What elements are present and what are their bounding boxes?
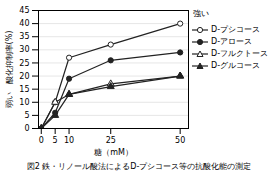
svg-text:強い: 強い — [193, 9, 209, 18]
svg-text:20: 20 — [19, 72, 29, 81]
svg-text:0: 0 — [24, 124, 29, 133]
svg-text:50: 50 — [175, 136, 185, 145]
html-text:D-グルコース: D-グルコース — [211, 61, 260, 70]
html-text:D-アロース: D-アロース — [211, 37, 252, 46]
svg-text:15: 15 — [19, 85, 29, 94]
svg-text:5: 5 — [53, 136, 58, 145]
svg-text:40: 40 — [19, 19, 29, 28]
html-text:D-フルクトース: D-フルクトース — [211, 49, 268, 58]
svg-text:30: 30 — [19, 45, 29, 54]
svg-text:0: 0 — [39, 136, 44, 145]
svg-text:5: 5 — [24, 111, 29, 120]
svg-text:弱い 酸化抑制率(%): 弱い 酸化抑制率(%) — [5, 31, 14, 109]
html-text:D-プシコース: D-プシコース — [211, 25, 260, 34]
svg-text:10: 10 — [19, 98, 29, 107]
html-text:図2 鉄・リノール酸法によるD-プシコース等の抗酸化能の測定: 図2 鉄・リノール酸法によるD-プシコース等の抗酸化能の測定 — [26, 162, 252, 171]
svg-text:糖（mM）: 糖（mM） — [94, 148, 133, 157]
svg-text:25: 25 — [19, 59, 29, 68]
svg-text:45: 45 — [19, 6, 29, 15]
svg-text:10: 10 — [64, 136, 74, 145]
svg-text:35: 35 — [19, 32, 29, 41]
svg-text:25: 25 — [106, 136, 116, 145]
